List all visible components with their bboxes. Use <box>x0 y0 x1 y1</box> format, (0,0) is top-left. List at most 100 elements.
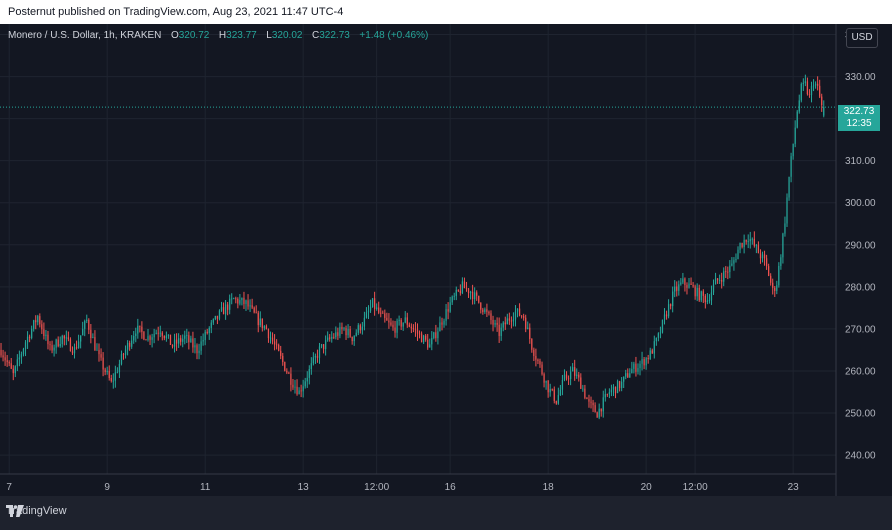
candle <box>690 277 692 285</box>
candle-body <box>341 326 343 330</box>
candle <box>329 334 331 342</box>
price-tick-label: 290.00 <box>845 240 876 251</box>
candle-body <box>735 259 737 261</box>
candle-body <box>537 359 539 361</box>
candle <box>529 323 531 344</box>
candle-body <box>553 389 555 401</box>
candle-body <box>153 333 155 338</box>
candle-body <box>96 349 98 351</box>
candle <box>749 231 751 249</box>
candle-body <box>284 362 286 371</box>
candle-body <box>35 320 37 323</box>
currency-button[interactable]: USD <box>846 28 878 48</box>
candle <box>492 315 494 332</box>
candle-body <box>8 362 10 364</box>
candle <box>755 243 758 254</box>
price-tick-label: 250.00 <box>845 409 876 420</box>
candle-body <box>43 329 45 337</box>
candle-body <box>520 315 523 317</box>
candle <box>51 340 53 354</box>
candle-body <box>502 322 504 328</box>
candle-body <box>367 310 370 313</box>
candle <box>331 331 333 343</box>
candle-body <box>214 315 217 320</box>
candle-body <box>245 300 247 304</box>
candle-body <box>316 356 319 358</box>
candle <box>327 331 329 342</box>
candle-body <box>731 263 733 266</box>
candle <box>684 277 686 292</box>
candle-body <box>104 369 106 373</box>
candle-body <box>177 338 180 344</box>
candle-body <box>806 81 809 94</box>
candle-body <box>116 372 119 373</box>
candle <box>441 317 443 331</box>
candle <box>214 315 217 321</box>
candle <box>233 297 235 300</box>
candle-body <box>794 127 796 144</box>
time-axis: 7 9 11 13 12:00 16 18 20 12:00 23 <box>6 482 799 493</box>
candle <box>447 302 449 320</box>
candlestick-chart[interactable]: 240.00 250.00 260.00 270.00 280.00 290.00 300.… <box>0 24 892 496</box>
candle-body <box>539 360 541 365</box>
candle <box>75 340 78 350</box>
candle-body <box>484 309 486 313</box>
candle <box>725 266 727 279</box>
candle <box>692 281 694 288</box>
time-tick-label: 13 <box>298 482 310 493</box>
candle <box>28 334 31 343</box>
candle <box>439 316 441 332</box>
candle-body <box>410 326 412 329</box>
candle <box>59 336 61 348</box>
candle <box>582 384 584 392</box>
candle <box>727 266 729 280</box>
candle <box>55 338 57 354</box>
candle <box>814 81 817 89</box>
candle <box>386 312 388 321</box>
candle-body <box>18 357 21 360</box>
candle <box>12 365 14 381</box>
candle <box>645 356 647 370</box>
candle <box>429 338 431 348</box>
candle <box>196 343 198 360</box>
candle-body <box>33 320 35 329</box>
candle-body <box>518 308 521 316</box>
candle <box>590 396 592 409</box>
candle <box>510 316 513 329</box>
candle <box>306 371 308 388</box>
candle <box>261 318 263 332</box>
candle-body <box>500 327 502 336</box>
candle-body <box>208 327 210 334</box>
candle-body <box>614 386 617 394</box>
candle-body <box>692 284 694 287</box>
candle <box>667 299 670 319</box>
candle-body <box>708 300 711 302</box>
candle-body <box>486 309 488 312</box>
candle-body <box>12 368 14 374</box>
candle <box>278 343 280 352</box>
candle-body <box>392 324 394 328</box>
candle-body <box>531 338 533 350</box>
candle <box>635 356 637 377</box>
chart-area[interactable]: 240.00 250.00 260.00 270.00 280.00 290.00 300.… <box>0 24 892 496</box>
candle-body <box>190 338 192 343</box>
candle <box>165 331 168 342</box>
candle-body <box>719 280 721 281</box>
candle <box>314 353 317 364</box>
candle-body <box>304 381 306 387</box>
candle-body <box>631 368 633 374</box>
candle-body <box>455 289 457 296</box>
candle-body <box>637 368 639 372</box>
publication-banner-text: Posternut published on TradingView.com, … <box>8 6 344 18</box>
candle <box>469 290 472 300</box>
candle <box>206 328 208 335</box>
candle-body <box>90 329 92 339</box>
candle <box>674 280 676 298</box>
candle <box>67 331 70 342</box>
candle-body <box>308 369 310 378</box>
tradingview-brand[interactable]: TradingView <box>6 505 67 517</box>
candle-body <box>310 363 312 370</box>
candle <box>188 331 190 350</box>
candle <box>539 358 541 368</box>
candle <box>84 319 86 337</box>
